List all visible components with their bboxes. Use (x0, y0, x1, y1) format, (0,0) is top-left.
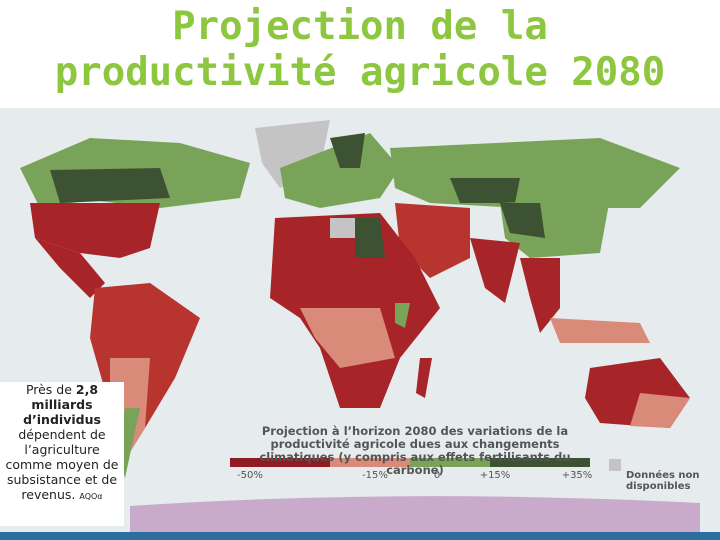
scale-label: -15% (362, 470, 388, 481)
scale-label: +15% (479, 470, 511, 481)
scale-label: -50% (237, 470, 263, 481)
note-source: AQOα (79, 492, 103, 501)
note-highlight: 2,8 milliards d’individus (23, 382, 101, 427)
legend-title: Projection à l’horizon 2080 des variatio… (259, 424, 571, 477)
title: Projection de la productivité agricole 2… (54, 4, 666, 95)
note-text: Près de (25, 382, 76, 397)
note-text: dépendent de l’agriculture comme moyen d… (5, 427, 119, 502)
scale-label: +35% (561, 470, 593, 481)
side-note: Près de 2,8 milliards d’individus dépend… (0, 382, 124, 526)
no-data-label: Données non disponibles (626, 470, 700, 492)
scale-label: 0 (433, 470, 441, 481)
